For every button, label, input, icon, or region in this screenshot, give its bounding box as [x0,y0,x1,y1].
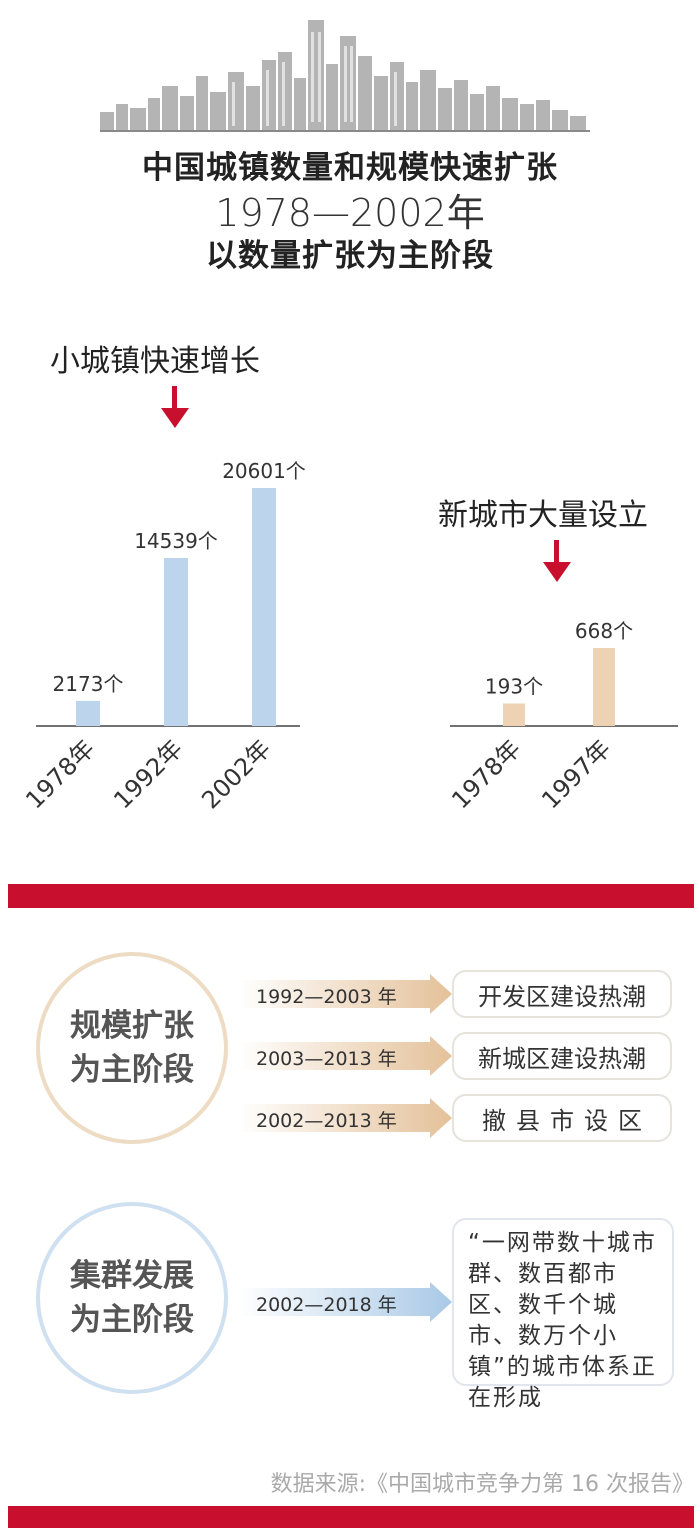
bar-value-label: 2173个 [53,672,124,696]
x-tick-label: 1992年 [108,734,188,814]
new-cities-bar-chart: 193个 1978年 668个 1997年 [446,619,678,814]
bar [76,700,100,726]
stage1-circle: 规模扩张 为主阶段 [36,952,228,1144]
chart1-title: 小城镇快速增长 [50,344,260,379]
stage2-arrow: 2002—2018 年 [238,1282,452,1322]
bar-value-label: 193个 [485,674,543,698]
event-box: 新城区建设热潮 [452,1032,672,1080]
down-arrow-icon [543,540,571,582]
small-towns-bar-chart: 2173个 1978年 14539个 1992年 20601个 2002年 [20,459,306,814]
stage1-arrow-3: 2002—2013 年 [238,1098,452,1138]
period-label: 1992—2003 年 [256,986,397,1008]
x-tick-label: 1978年 [446,734,526,814]
event-box: “一网带数十城市群、数百都市区、数千个城市、数万个小镇”的城市体系正在形成 [452,1218,674,1411]
bar-value-label: 668个 [575,619,633,643]
stage1-label-line1: 规模扩张 [70,1008,194,1044]
period-label: 2002—2013 年 [256,1110,397,1132]
stage1-label-line2: 为主阶段 [70,1052,194,1088]
red-divider-top [8,884,694,908]
down-arrow-icon [161,386,189,428]
stage2-label-line2: 为主阶段 [70,1302,194,1338]
stage1-arrow-2: 2003—2013 年 [238,1036,452,1076]
bar [252,488,276,726]
stage2-circle: 集群发展 为主阶段 [36,1202,228,1394]
period-label: 2002—2018 年 [256,1294,397,1316]
main-title: 中国城镇数量和规模快速扩张 [142,150,558,186]
stage2-label-line1: 集群发展 [70,1258,194,1294]
event-box: 开发区建设热潮 [452,970,672,1018]
chart2-title: 新城市大量设立 [438,498,648,533]
period-title: 1978—2002年 [215,191,485,235]
bar-value-label: 14539个 [134,529,218,553]
bar [503,703,525,726]
period-label: 2003—2013 年 [256,1048,397,1070]
data-source-note: 数据来源:《中国城市竞争力第 16 次报告》 [270,1472,694,1497]
city-skyline-graphic [100,20,590,132]
x-tick-label: 2002年 [196,734,276,814]
red-divider-bottom [8,1506,694,1528]
bar [164,558,188,726]
x-tick-label: 1997年 [536,734,616,814]
stage1-arrow-1: 1992—2003 年 [238,974,452,1014]
bar [593,648,615,726]
event-box: 撤县市设区 [452,1094,672,1142]
stage-title: 以数量扩张为主阶段 [206,238,494,274]
x-tick-label: 1978年 [20,734,100,814]
bar-value-label: 20601个 [222,459,306,483]
